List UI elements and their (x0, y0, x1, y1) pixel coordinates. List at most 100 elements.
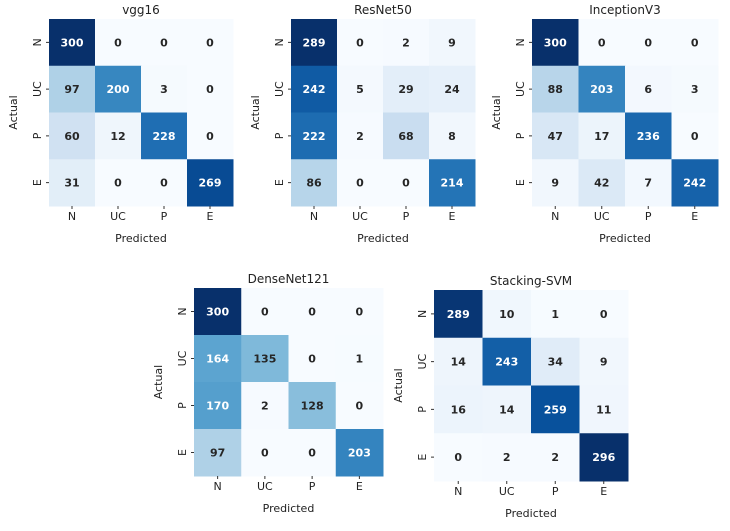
heatmap-cell (578, 19, 626, 67)
cell-value: 97 (64, 83, 79, 96)
cell-value: 9 (551, 177, 559, 190)
x-axis-label: Predicted (599, 232, 651, 245)
heatmap-cell (337, 65, 384, 113)
cell-value: 17 (594, 130, 609, 143)
heatmap-cell (429, 112, 476, 160)
x-axis-label: Predicted (263, 502, 315, 515)
heatmap-cell (578, 65, 626, 113)
heatmap-cell (578, 112, 626, 160)
heatmap-cell (187, 19, 234, 67)
heatmap-cell (194, 288, 242, 336)
heatmap-cell (625, 19, 672, 67)
cell-value: 170 (206, 400, 229, 413)
cell-value: 200 (107, 83, 130, 96)
heatmap-cell (187, 65, 234, 113)
cell-value: 0 (308, 306, 316, 319)
cell-value: 0 (114, 36, 122, 49)
x-tick-label: UC (352, 210, 368, 223)
cell-value: 1 (356, 353, 364, 366)
cell-value: 47 (548, 130, 563, 143)
heatmap-cell (288, 335, 337, 383)
heatmap-cell (482, 433, 532, 482)
cell-value: 0 (598, 36, 606, 49)
y-tick-label: UC (273, 81, 286, 97)
heatmap-cell (429, 159, 476, 207)
confusion-matrix-4: DenseNet121 300 0 0 0 164 135 0 1 170 2 128 0 97 0 0 203… (152, 272, 384, 515)
cell-value: 0 (356, 36, 364, 49)
heatmap-cell (95, 112, 142, 160)
x-tick-label: UC (110, 210, 126, 223)
x-tick-label: E (207, 210, 214, 223)
y-axis-label: Actual (249, 95, 262, 129)
cell-value: 0 (206, 36, 214, 49)
cell-value: 0 (308, 353, 316, 366)
heatmap-cell (383, 112, 430, 160)
chart-title: ResNet50 (354, 3, 412, 17)
cell-value: 300 (61, 36, 84, 49)
x-axis-label: Predicted (357, 232, 409, 245)
heatmap-cell (383, 159, 430, 207)
cell-value: 236 (637, 130, 660, 143)
cell-value: 259 (544, 403, 567, 416)
cell-value: 31 (64, 177, 79, 190)
heatmap-cell (383, 19, 430, 67)
cell-value: 97 (210, 447, 225, 460)
heatmap-cell (434, 385, 483, 434)
y-tick-label: N (31, 38, 44, 46)
y-tick-label: N (273, 38, 286, 46)
heatmap-cell (429, 65, 476, 113)
heatmap-cell (187, 159, 234, 207)
heatmap-cell (482, 337, 532, 386)
heatmap-cell (291, 159, 338, 207)
heatmap-cell (434, 433, 483, 482)
x-tick-label: N (551, 210, 559, 223)
heatmap-cell (187, 112, 234, 160)
cell-value: 0 (644, 36, 652, 49)
x-tick-label: P (403, 210, 410, 223)
y-tick-label: E (273, 179, 286, 186)
cell-value: 2 (402, 36, 410, 49)
heatmap-cell (434, 337, 483, 386)
y-tick-label: UC (31, 81, 44, 97)
heatmap-cell (194, 382, 242, 430)
cell-value: 9 (448, 36, 456, 49)
cell-value: 0 (160, 177, 168, 190)
x-tick-label: UC (499, 485, 515, 498)
x-tick-label: P (552, 485, 559, 498)
y-tick-label: UC (514, 81, 527, 97)
heatmap-cell (434, 290, 483, 339)
heatmap-cell (141, 159, 188, 207)
cell-value: 29 (398, 83, 413, 96)
heatmap-cell (241, 429, 289, 477)
heatmap-cell (578, 159, 626, 207)
x-tick-label: P (645, 210, 652, 223)
x-tick-label: N (454, 485, 462, 498)
heatmap-cell (95, 19, 142, 67)
cell-value: 289 (303, 36, 326, 49)
heatmap-cell (49, 65, 96, 113)
heatmap-cell (671, 65, 719, 113)
heatmap-cell (141, 19, 188, 67)
heatmap-cell (671, 19, 719, 67)
heatmap-cell (335, 382, 384, 430)
cell-value: 300 (206, 306, 229, 319)
cell-value: 242 (683, 177, 706, 190)
heatmap-cell (429, 19, 476, 67)
cell-value: 3 (691, 83, 699, 96)
y-axis-label: Actual (7, 95, 20, 129)
cell-value: 2 (356, 130, 364, 143)
cell-value: 6 (644, 83, 652, 96)
cell-value: 0 (356, 400, 364, 413)
confusion-matrix-3: InceptionV3 300 0 0 0 88 203 6 3 47 17 236 0 9 42 7 242 N… (490, 3, 719, 245)
x-tick-label: E (691, 210, 698, 223)
heatmap-cell (579, 385, 629, 434)
heatmap-cell (291, 112, 338, 160)
cell-value: 0 (691, 36, 699, 49)
heatmap-cell (579, 290, 629, 339)
cell-value: 0 (402, 177, 410, 190)
cell-value: 5 (356, 83, 364, 96)
cell-value: 289 (447, 308, 470, 321)
cell-value: 2 (503, 451, 511, 464)
y-tick-label: P (176, 402, 189, 409)
